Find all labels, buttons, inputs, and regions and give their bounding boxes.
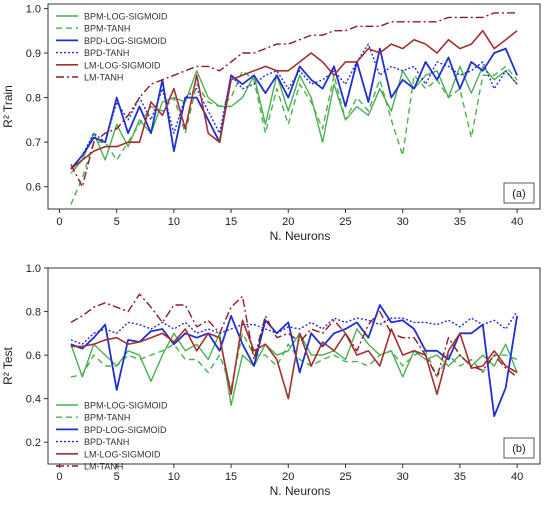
x-tick-label: 0 [56, 471, 62, 483]
y-axis-label: R² Test [1, 346, 15, 384]
x-axis-label: N. Neurons [270, 484, 331, 498]
y-tick-label: 0.6 [26, 350, 41, 362]
legend-label: LM-LOG-SIGMOID [84, 60, 161, 70]
legend-label: BPM-LOG-SIGMOID [84, 401, 168, 411]
legend-label: LM-TANH [84, 73, 123, 83]
panel-tag-box [503, 182, 535, 204]
series-line-bpd-tanh [70, 311, 518, 345]
legend-label: BPD-LOG-SIGMOID [84, 36, 167, 46]
series-group [70, 293, 518, 418]
panel-tag: (a) [512, 188, 525, 200]
series-line-lm-tanh [70, 293, 518, 378]
x-tick-label: 40 [511, 216, 523, 228]
y-tick-label: 0.6 [26, 182, 41, 194]
x-tick-label: 30 [397, 471, 409, 483]
x-tick-label: 15 [225, 216, 237, 228]
series-line-lm-log-sigmoid [70, 29, 518, 170]
x-tick-label: 15 [225, 471, 237, 483]
y-tick-label: 0.4 [26, 394, 41, 406]
y-tick-label: 0.8 [26, 93, 41, 105]
x-tick-label: 25 [339, 216, 351, 228]
y-tick-label: 0.2 [26, 437, 41, 449]
legend-label: BPM-LOG-SIGMOID [84, 12, 168, 22]
legend-label: BPD-LOG-SIGMOID [84, 425, 167, 435]
panel-test: 0 5 10 15 20 25 30 35 40 0.2 0.4 0.6 0.8 1.0 N. Neuron… [1, 263, 541, 498]
x-tick-label: 5 [114, 216, 120, 228]
x-tick-label: 40 [511, 471, 523, 483]
y-tick-label: 1.0 [26, 3, 41, 15]
series-line-lm-log-sigmoid [70, 319, 518, 400]
x-tick-label: 10 [168, 471, 180, 483]
x-tick-label: 25 [339, 471, 351, 483]
legend-label: BPD-TANH [84, 48, 129, 58]
series-line-bpm-tanh [70, 65, 518, 205]
series-line-lm-tanh [70, 12, 518, 188]
series-group [70, 12, 518, 205]
series-line-bpd-tanh [70, 43, 518, 170]
x-tick-label: 5 [114, 471, 120, 483]
x-tick-label: 35 [454, 216, 466, 228]
y-tick-label: 0.9 [26, 48, 41, 60]
legend: BPM-LOG-SIGMOID BPM-TANH BPD-LOG-SIGMOID BP… [56, 401, 168, 472]
x-tick-label: 20 [282, 471, 294, 483]
legend: BPM-LOG-SIGMOID BPM-TANH BPD-LOG-SIGMOID BP… [56, 12, 168, 83]
y-axis-label: R² Train [1, 85, 15, 128]
legend-label: LM-TANH [84, 462, 123, 472]
x-tick-label: 0 [56, 216, 62, 228]
x-tick-label: 30 [397, 216, 409, 228]
panel-train: 0 5 10 15 20 25 30 35 40 0.6 0.7 0.8 0.9 1.0 N. Neuron… [1, 3, 541, 243]
plot-frame [47, 3, 541, 210]
x-axis-label: N. Neurons [270, 229, 331, 243]
y-tick-label: 1.0 [26, 263, 41, 275]
panel-tag: (b) [512, 443, 525, 455]
x-tick-label: 10 [168, 216, 180, 228]
legend-label: BPD-TANH [84, 437, 129, 447]
series-line-bpm-log-sigmoid [70, 328, 518, 406]
legend-label: BPM-TANH [84, 413, 130, 423]
series-line-bpm-tanh [70, 332, 518, 389]
x-tick-label: 35 [454, 471, 466, 483]
legend-label: LM-LOG-SIGMOID [84, 449, 161, 459]
x-tick-label: 20 [282, 216, 294, 228]
series-line-bpm-log-sigmoid [70, 65, 518, 174]
y-tick-label: 0.8 [26, 307, 41, 319]
legend-label: BPM-TANH [84, 24, 130, 34]
y-tick-label: 0.7 [26, 137, 41, 149]
panel-tag-box [503, 437, 535, 459]
